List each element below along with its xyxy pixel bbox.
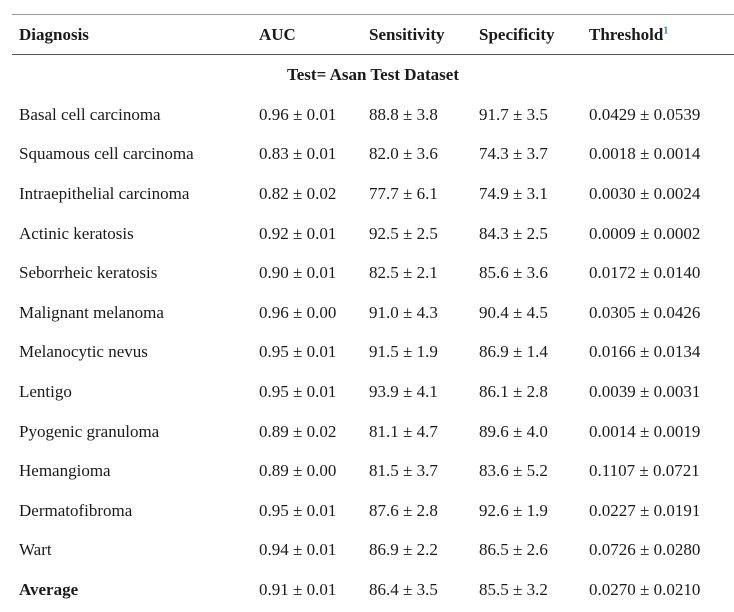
cell-sensitivity: 91.0 ± 4.3: [369, 302, 438, 322]
cell-auc: 0.90 ± 0.01: [259, 263, 337, 283]
average-cell-diagnosis: Average: [19, 579, 79, 599]
cell-sensitivity: 87.6 ± 2.8: [369, 500, 438, 520]
average-cell-auc: 0.91 ± 0.01: [259, 579, 337, 599]
cell-sensitivity: 88.8 ± 3.8: [369, 104, 438, 124]
table-row: Intraepithelial carcinoma 0.82 ± 0.02 77.7…: [12, 174, 734, 214]
cell-threshold: 0.0726 ± 0.0280: [589, 540, 701, 560]
dataset-group-label: Test= Asan Test Dataset: [286, 65, 459, 84]
cell-diagnosis: Pyogenic granuloma: [19, 421, 160, 441]
cell-auc: 0.95 ± 0.01: [259, 342, 337, 362]
cell-sensitivity: 93.9 ± 4.1: [369, 381, 438, 401]
cell-diagnosis: Actinic keratosis: [19, 223, 134, 243]
header-auc: AUC: [252, 14, 362, 55]
table-row: Wart 0.94 ± 0.01 86.9 ± 2.2 86.5 ± 2.6 0.072…: [12, 531, 734, 571]
cell-specificity: 74.3 ± 3.7: [479, 144, 548, 164]
table-row: Pyogenic granuloma 0.89 ± 0.02 81.1 ± 4.7 8…: [12, 412, 734, 452]
table-row: Seborrheic keratosis 0.90 ± 0.01 82.5 ± 2.…: [12, 253, 734, 293]
cell-threshold: 0.0227 ± 0.0191: [589, 500, 701, 520]
table-row: Hemangioma 0.89 ± 0.00 81.5 ± 3.7 83.6 ± 5.…: [12, 451, 734, 491]
average-cell-specificity: 85.5 ± 3.2: [479, 579, 548, 599]
cell-threshold: 0.0014 ± 0.0019: [589, 421, 701, 441]
cell-auc: 0.95 ± 0.01: [259, 381, 337, 401]
cell-specificity: 86.9 ± 1.4: [479, 342, 548, 362]
cell-specificity: 84.3 ± 2.5: [479, 223, 548, 243]
cell-auc: 0.89 ± 0.00: [259, 461, 337, 481]
cell-diagnosis: Malignant melanoma: [19, 302, 164, 322]
cell-specificity: 83.6 ± 5.2: [479, 461, 548, 481]
table-row: Squamous cell carcinoma 0.83 ± 0.01 82.0 ±…: [12, 135, 734, 175]
threshold-footnote-marker[interactable]: 1: [663, 24, 669, 36]
average-cell-threshold: 0.0270 ± 0.0210: [589, 579, 701, 599]
table-row: Melanocytic nevus 0.95 ± 0.01 91.5 ± 1.9 86…: [12, 333, 734, 373]
cell-specificity: 86.1 ± 2.8: [479, 381, 548, 401]
cell-auc: 0.89 ± 0.02: [259, 421, 337, 441]
cell-sensitivity: 81.1 ± 4.7: [369, 421, 438, 441]
cell-specificity: 92.6 ± 1.9: [479, 500, 548, 520]
cell-specificity: 74.9 ± 3.1: [479, 183, 548, 203]
cell-sensitivity: 81.5 ± 3.7: [369, 461, 438, 481]
header-threshold: Threshold1: [582, 14, 734, 55]
table-row: Malignant melanoma 0.96 ± 0.00 91.0 ± 4.3 9…: [12, 293, 734, 333]
cell-sensitivity: 86.9 ± 2.2: [369, 540, 438, 560]
table-header-row: Diagnosis AUC Sensitivity Specificity Th…: [12, 14, 734, 55]
cell-threshold: 0.0018 ± 0.0014: [589, 144, 701, 164]
cell-diagnosis: Squamous cell carcinoma: [19, 144, 194, 164]
cell-diagnosis: Hemangioma: [19, 461, 111, 481]
cell-threshold: 0.0305 ± 0.0426: [589, 302, 701, 322]
results-table: Diagnosis AUC Sensitivity Specificity Th…: [12, 14, 734, 610]
cell-auc: 0.92 ± 0.01: [259, 223, 337, 243]
cell-diagnosis: Seborrheic keratosis: [19, 263, 158, 283]
cell-auc: 0.95 ± 0.01: [259, 500, 337, 520]
header-diagnosis: Diagnosis: [12, 14, 252, 55]
cell-sensitivity: 82.0 ± 3.6: [369, 144, 438, 164]
cell-threshold: 0.1107 ± 0.0721: [589, 461, 700, 481]
cell-diagnosis: Wart: [19, 540, 52, 560]
cell-specificity: 85.6 ± 3.6: [479, 263, 548, 283]
table-row: Actinic keratosis 0.92 ± 0.01 92.5 ± 2.5 84…: [12, 214, 734, 254]
cell-sensitivity: 82.5 ± 2.1: [369, 263, 438, 283]
cell-diagnosis: Dermatofibroma: [19, 500, 133, 520]
average-row: Average 0.91 ± 0.01 86.4 ± 3.5 85.5 ± 3.2 0.…: [12, 570, 734, 610]
cell-auc: 0.82 ± 0.02: [259, 183, 337, 203]
cell-specificity: 91.7 ± 3.5: [479, 104, 548, 124]
cell-auc: 0.96 ± 0.00: [259, 302, 337, 322]
cell-diagnosis: Basal cell carcinoma: [19, 104, 161, 124]
cell-threshold: 0.0166 ± 0.0134: [589, 342, 701, 362]
cell-auc: 0.96 ± 0.01: [259, 104, 337, 124]
cell-threshold: 0.0009 ± 0.0002: [589, 223, 701, 243]
cell-threshold: 0.0172 ± 0.0140: [589, 263, 701, 283]
cell-diagnosis: Melanocytic nevus: [19, 342, 148, 362]
cell-threshold: 0.0039 ± 0.0031: [589, 381, 701, 401]
cell-diagnosis: Lentigo: [19, 381, 72, 401]
table-row: Dermatofibroma 0.95 ± 0.01 87.6 ± 2.8 92.6 …: [12, 491, 734, 531]
average-cell-sensitivity: 86.4 ± 3.5: [369, 579, 438, 599]
table-row: Lentigo 0.95 ± 0.01 93.9 ± 4.1 86.1 ± 2.8 0.…: [12, 372, 734, 412]
cell-diagnosis: Intraepithelial carcinoma: [19, 183, 190, 203]
header-sensitivity: Sensitivity: [362, 14, 472, 55]
cell-specificity: 89.6 ± 4.0: [479, 421, 548, 441]
header-specificity: Specificity: [472, 14, 582, 55]
cell-auc: 0.94 ± 0.01: [259, 540, 337, 560]
cell-sensitivity: 91.5 ± 1.9: [369, 342, 438, 362]
cell-threshold: 0.0030 ± 0.0024: [589, 183, 701, 203]
dataset-group-row: Test= Asan Test Dataset: [12, 55, 734, 96]
cell-sensitivity: 77.7 ± 6.1: [369, 183, 438, 203]
cell-auc: 0.83 ± 0.01: [259, 144, 337, 164]
cell-sensitivity: 92.5 ± 2.5: [369, 223, 438, 243]
table-row: Basal cell carcinoma 0.96 ± 0.01 88.8 ± 3.…: [12, 95, 734, 135]
header-threshold-label: Threshold: [589, 24, 664, 44]
cell-threshold: 0.0429 ± 0.0539: [589, 104, 701, 124]
cell-specificity: 86.5 ± 2.6: [479, 540, 548, 560]
cell-specificity: 90.4 ± 4.5: [479, 302, 548, 322]
